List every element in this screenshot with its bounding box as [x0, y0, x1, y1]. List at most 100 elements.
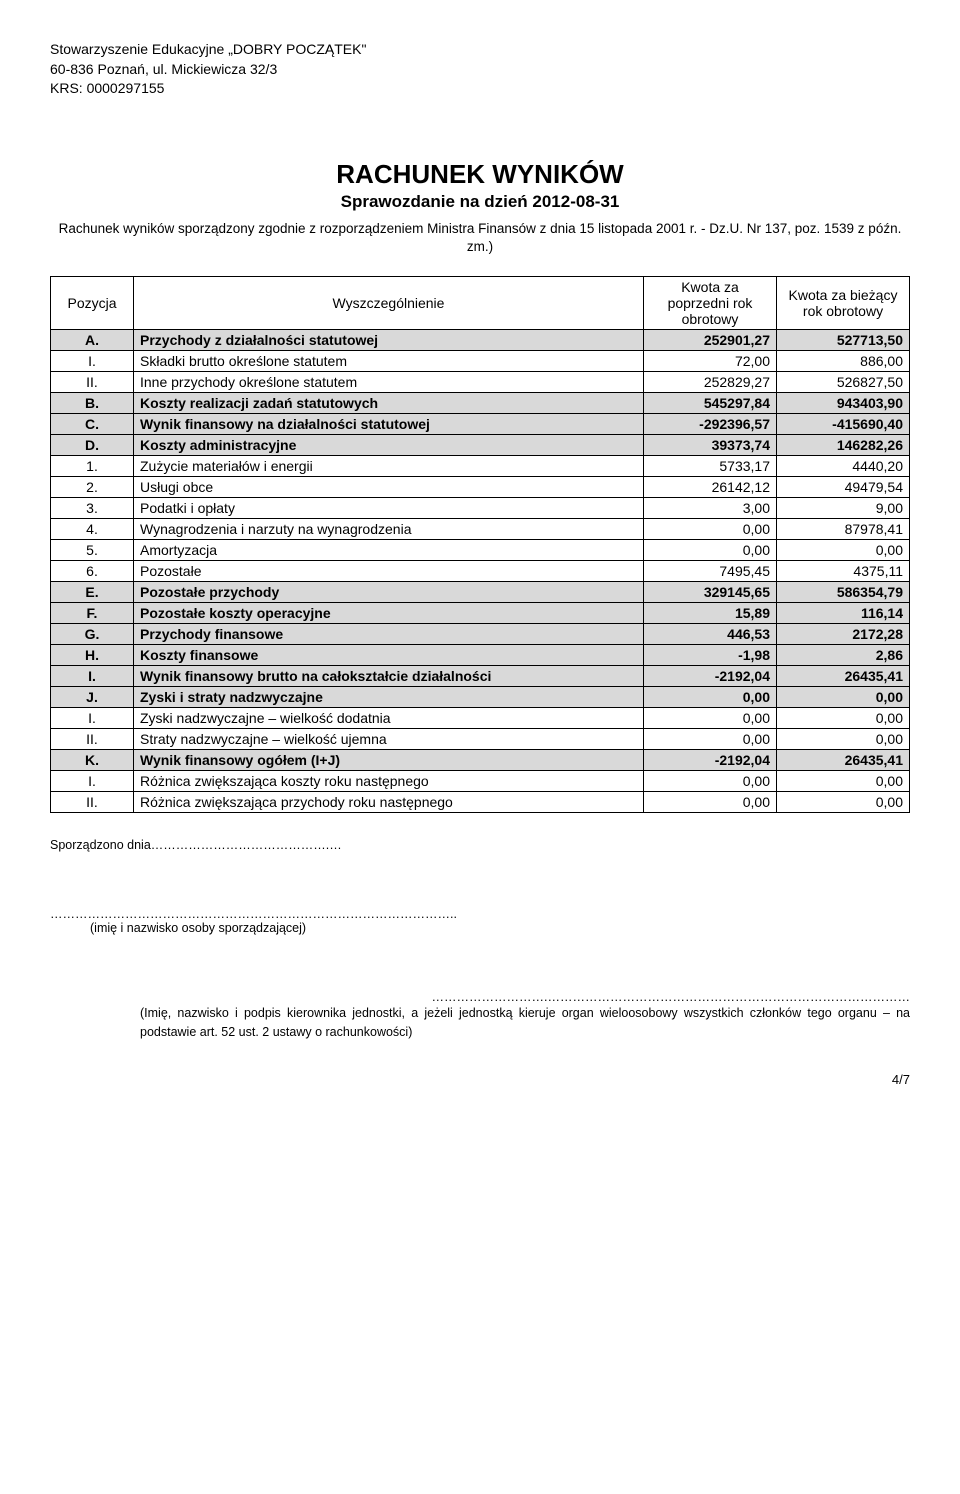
cell-description: Przychody finansowe — [134, 624, 644, 645]
cell-description: Przychody z działalności statutowej — [134, 330, 644, 351]
cell-curr-value: 2172,28 — [777, 624, 910, 645]
cell-position: D. — [51, 435, 134, 456]
right-signature-dots: ……………………….…………………………………………………………………………… — [50, 990, 910, 1004]
table-row: K.Wynik finansowy ogółem (I+J)-2192,0426… — [51, 750, 910, 771]
cell-prev-value: 0,00 — [644, 771, 777, 792]
header-curr-year: Kwota za bieżący rok obrotowy — [777, 277, 910, 330]
cell-position: 4. — [51, 519, 134, 540]
cell-description: Amortyzacja — [134, 540, 644, 561]
cell-curr-value: 586354,79 — [777, 582, 910, 603]
table-row: J.Zyski i straty nadzwyczajne0,000,00 — [51, 687, 910, 708]
table-row: 4.Wynagrodzenia i narzuty na wynagrodzen… — [51, 519, 910, 540]
cell-prev-value: 39373,74 — [644, 435, 777, 456]
cell-prev-value: 0,00 — [644, 687, 777, 708]
cell-curr-value: 9,00 — [777, 498, 910, 519]
cell-prev-value: 252901,27 — [644, 330, 777, 351]
cell-curr-value: 2,86 — [777, 645, 910, 666]
cell-prev-value: 0,00 — [644, 519, 777, 540]
cell-prev-value: 7495,45 — [644, 561, 777, 582]
left-signature-dots: …………………………………………………………………………………….. — [50, 907, 910, 921]
cell-prev-value: 446,53 — [644, 624, 777, 645]
cell-curr-value: 0,00 — [777, 771, 910, 792]
cell-curr-value: 0,00 — [777, 687, 910, 708]
org-krs: KRS: 0000297155 — [50, 79, 910, 99]
cell-prev-value: 252829,27 — [644, 372, 777, 393]
cell-curr-value: 886,00 — [777, 351, 910, 372]
cell-description: Straty nadzwyczajne – wielkość ujemna — [134, 729, 644, 750]
cell-curr-value: 146282,26 — [777, 435, 910, 456]
header-position: Pozycja — [51, 277, 134, 330]
table-row: A.Przychody z działalności statutowej252… — [51, 330, 910, 351]
date-line: Sporządzono dnia…………………………………….… — [50, 838, 910, 852]
results-table: Pozycja Wyszczególnienie Kwota za poprze… — [50, 276, 910, 813]
table-row: I.Wynik finansowy brutto na całokształci… — [51, 666, 910, 687]
table-row: E.Pozostałe przychody329145,65586354,79 — [51, 582, 910, 603]
cell-description: Podatki i opłaty — [134, 498, 644, 519]
cell-description: Koszty administracyjne — [134, 435, 644, 456]
cell-prev-value: 3,00 — [644, 498, 777, 519]
table-row: D.Koszty administracyjne39373,74146282,2… — [51, 435, 910, 456]
cell-position: 5. — [51, 540, 134, 561]
cell-curr-value: 49479,54 — [777, 477, 910, 498]
header-description: Wyszczególnienie — [134, 277, 644, 330]
table-row: 3.Podatki i opłaty3,009,00 — [51, 498, 910, 519]
cell-position: 1. — [51, 456, 134, 477]
cell-prev-value: 545297,84 — [644, 393, 777, 414]
legal-basis: Rachunek wyników sporządzony zgodnie z r… — [50, 220, 910, 256]
cell-position: I. — [51, 771, 134, 792]
cell-prev-value: 0,00 — [644, 792, 777, 813]
cell-position: H. — [51, 645, 134, 666]
subtitle: Sprawozdanie na dzień 2012-08-31 — [50, 192, 910, 212]
cell-position: 3. — [51, 498, 134, 519]
cell-curr-value: 0,00 — [777, 540, 910, 561]
cell-position: A. — [51, 330, 134, 351]
org-header: Stowarzyszenie Edukacyjne „DOBRY POCZĄTE… — [50, 40, 910, 99]
table-row: II.Straty nadzwyczajne – wielkość ujemna… — [51, 729, 910, 750]
title-block: RACHUNEK WYNIKÓW Sprawozdanie na dzień 2… — [50, 159, 910, 256]
cell-curr-value: 116,14 — [777, 603, 910, 624]
cell-description: Koszty realizacji zadań statutowych — [134, 393, 644, 414]
cell-position: 6. — [51, 561, 134, 582]
org-address: 60-836 Poznań, ul. Mickiewicza 32/3 — [50, 60, 910, 80]
cell-description: Zużycie materiałów i energii — [134, 456, 644, 477]
cell-position: II. — [51, 372, 134, 393]
cell-position: 2. — [51, 477, 134, 498]
cell-description: Pozostałe — [134, 561, 644, 582]
cell-description: Koszty finansowe — [134, 645, 644, 666]
header-prev-year: Kwota za poprzedni rok obrotowy — [644, 277, 777, 330]
table-row: H.Koszty finansowe-1,982,86 — [51, 645, 910, 666]
left-signature-caption: (imię i nazwisko osoby sporządzającej) — [50, 921, 910, 935]
cell-prev-value: 0,00 — [644, 729, 777, 750]
cell-prev-value: 0,00 — [644, 708, 777, 729]
table-row: II.Różnica zwiększająca przychody roku n… — [51, 792, 910, 813]
cell-prev-value: 26142,12 — [644, 477, 777, 498]
cell-prev-value: 329145,65 — [644, 582, 777, 603]
cell-prev-value: 0,00 — [644, 540, 777, 561]
cell-description: Wynik finansowy na działalności statutow… — [134, 414, 644, 435]
cell-prev-value: -2192,04 — [644, 666, 777, 687]
table-row: 5.Amortyzacja0,000,00 — [51, 540, 910, 561]
cell-curr-value: 0,00 — [777, 792, 910, 813]
table-row: G.Przychody finansowe446,532172,28 — [51, 624, 910, 645]
cell-position: B. — [51, 393, 134, 414]
cell-description: Pozostałe koszty operacyjne — [134, 603, 644, 624]
cell-description: Zyski nadzwyczajne – wielkość dodatnia — [134, 708, 644, 729]
cell-curr-value: 4375,11 — [777, 561, 910, 582]
table-row: II.Inne przychody określone statutem2528… — [51, 372, 910, 393]
cell-curr-value: 0,00 — [777, 708, 910, 729]
cell-position: K. — [51, 750, 134, 771]
cell-position: II. — [51, 792, 134, 813]
cell-curr-value: 26435,41 — [777, 666, 910, 687]
cell-position: I. — [51, 708, 134, 729]
cell-description: Pozostałe przychody — [134, 582, 644, 603]
page-number: 4/7 — [50, 1072, 910, 1087]
cell-curr-value: 26435,41 — [777, 750, 910, 771]
main-title: RACHUNEK WYNIKÓW — [50, 159, 910, 190]
cell-position: C. — [51, 414, 134, 435]
cell-description: Składki brutto określone statutem — [134, 351, 644, 372]
cell-prev-value: -1,98 — [644, 645, 777, 666]
cell-curr-value: 87978,41 — [777, 519, 910, 540]
cell-position: G. — [51, 624, 134, 645]
table-row: C.Wynik finansowy na działalności statut… — [51, 414, 910, 435]
cell-curr-value: -415690,40 — [777, 414, 910, 435]
